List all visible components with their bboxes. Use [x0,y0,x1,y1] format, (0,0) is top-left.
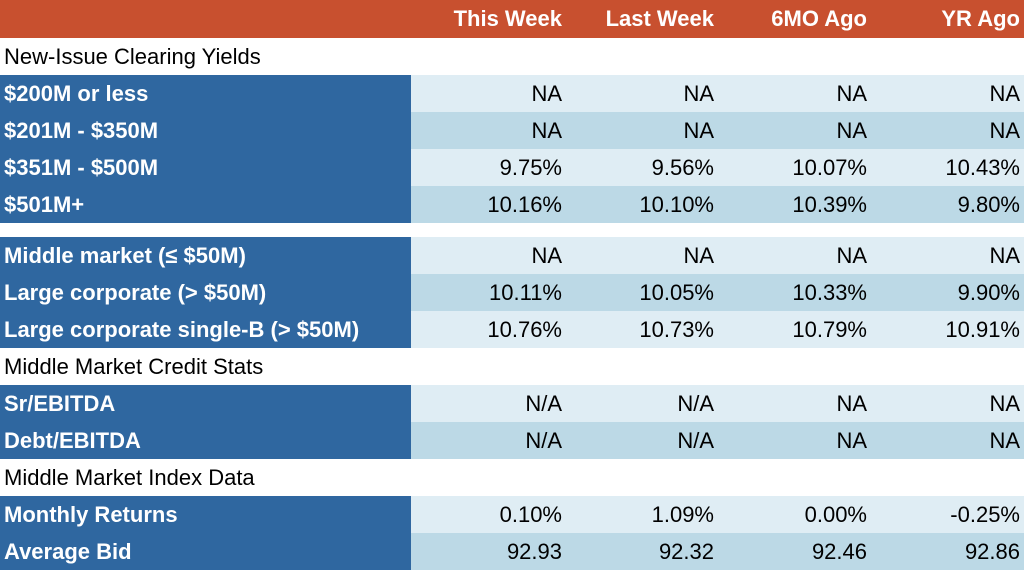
header-row: This Week Last Week 6MO Ago YR Ago [0,0,1024,38]
value-cell: 10.05% [566,274,718,311]
value-cell: 10.33% [718,274,871,311]
value-cell: 10.73% [566,311,718,348]
table-row: $351M - $500M 9.75% 9.56% 10.07% 10.43% [0,149,1024,186]
value-cell: 9.75% [411,149,566,186]
row-label: $200M or less [0,75,411,112]
value-cell: NA [411,112,566,149]
value-cell: N/A [411,422,566,459]
value-cell: 10.07% [718,149,871,186]
value-cell: NA [718,75,871,112]
section-heading-row: New-Issue Clearing Yields [0,38,1024,75]
value-cell: NA [566,75,718,112]
value-cell: 9.56% [566,149,718,186]
column-header: YR Ago [941,6,1020,31]
value-cell: NA [871,75,1024,112]
value-cell: 92.86 [871,533,1024,570]
value-cell: 92.93 [411,533,566,570]
value-cell: 10.76% [411,311,566,348]
row-label: $201M - $350M [0,112,411,149]
value-cell: 10.11% [411,274,566,311]
value-cell: N/A [566,385,718,422]
value-cell: 10.16% [411,186,566,223]
row-label: Sr/EBITDA [0,385,411,422]
value-cell: 0.00% [718,496,871,533]
section-heading: Middle Market Index Data [0,459,1024,496]
section-heading-row: Middle Market Credit Stats [0,348,1024,385]
section-heading: New-Issue Clearing Yields [0,38,1024,75]
table-row: $501M+ 10.16% 10.10% 10.39% 9.80% [0,186,1024,223]
column-header: 6MO Ago [771,6,867,31]
column-header: Last Week [605,6,714,31]
value-cell: NA [718,422,871,459]
value-cell: NA [411,75,566,112]
value-cell: NA [718,237,871,274]
value-cell: NA [871,422,1024,459]
table-row: Sr/EBITDA N/A N/A NA NA [0,385,1024,422]
section-heading-row: Middle Market Index Data [0,459,1024,496]
value-cell: -0.25% [871,496,1024,533]
column-header: This Week [453,6,562,31]
value-cell: NA [871,112,1024,149]
value-cell: NA [718,385,871,422]
table-row: Large corporate single-B (> $50M) 10.76% 1… [0,311,1024,348]
row-label: Monthly Returns [0,496,411,533]
value-cell: 10.39% [718,186,871,223]
table-row: Large corporate (> $50M) 10.11% 10.05% 10.3… [0,274,1024,311]
value-cell: N/A [411,385,566,422]
row-label: Middle market (≤ $50M) [0,237,411,274]
value-cell: 92.32 [566,533,718,570]
value-cell: NA [411,237,566,274]
value-cell: NA [566,237,718,274]
header-blank-cell [0,0,411,38]
value-cell: NA [871,385,1024,422]
table-row: Average Bid 92.93 92.32 92.46 92.86 [0,533,1024,570]
value-cell: N/A [566,422,718,459]
value-cell: 1.09% [566,496,718,533]
row-label: $351M - $500M [0,149,411,186]
value-cell: 10.91% [871,311,1024,348]
table-row: $200M or less NA NA NA NA [0,75,1024,112]
value-cell: 10.10% [566,186,718,223]
row-spacer [0,223,1024,237]
value-cell: 9.90% [871,274,1024,311]
row-label: Large corporate single-B (> $50M) [0,311,411,348]
value-cell: 10.43% [871,149,1024,186]
value-cell: 0.10% [411,496,566,533]
value-cell: 9.80% [871,186,1024,223]
row-label: Debt/EBITDA [0,422,411,459]
table-row: Monthly Returns 0.10% 1.09% 0.00% -0.25% [0,496,1024,533]
value-cell: NA [871,237,1024,274]
row-label: Large corporate (> $50M) [0,274,411,311]
table-row: Debt/EBITDA N/A N/A NA NA [0,422,1024,459]
value-cell: NA [566,112,718,149]
section-heading: Middle Market Credit Stats [0,348,1024,385]
table-row: $201M - $350M NA NA NA NA [0,112,1024,149]
value-cell: NA [718,112,871,149]
value-cell: 92.46 [718,533,871,570]
value-cell: 10.79% [718,311,871,348]
row-label: $501M+ [0,186,411,223]
table-row: Middle market (≤ $50M) NA NA NA NA [0,237,1024,274]
row-label: Average Bid [0,533,411,570]
